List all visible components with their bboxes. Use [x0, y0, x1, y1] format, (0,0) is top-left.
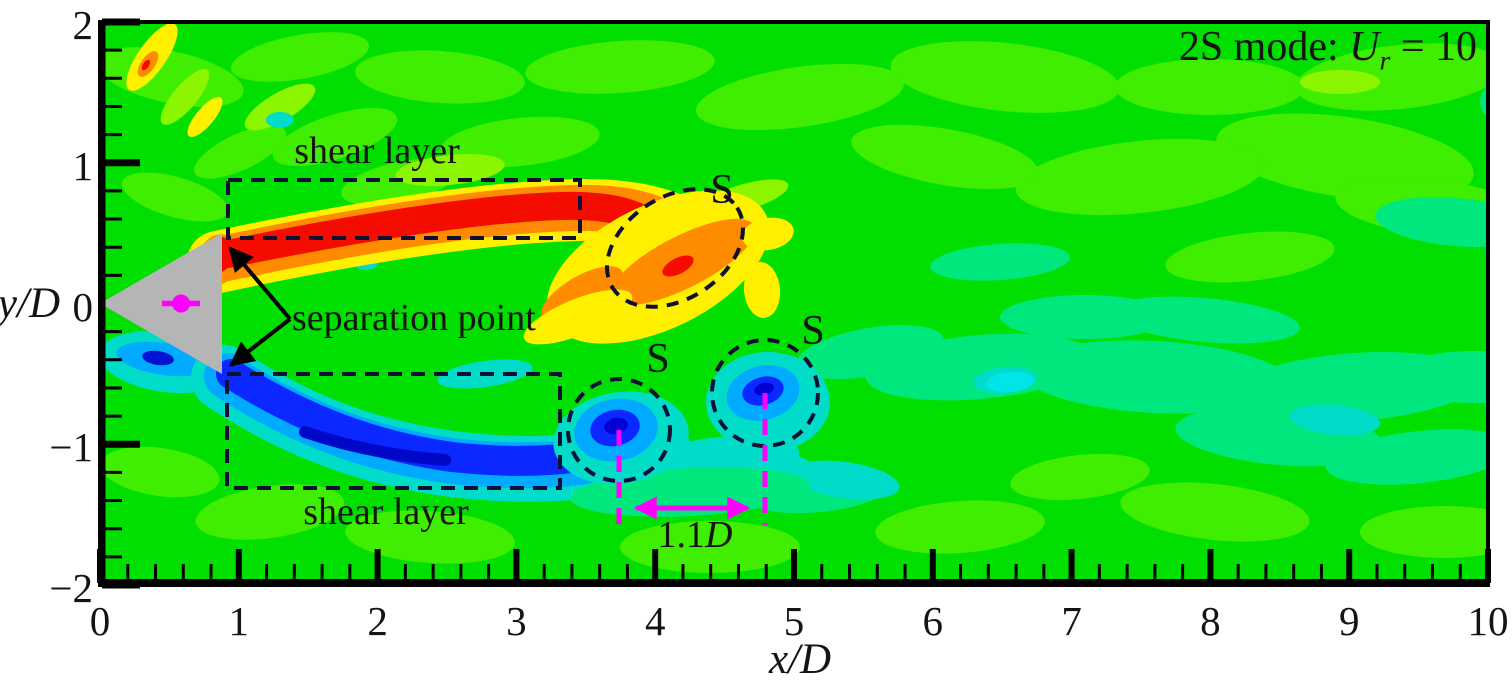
contour-patch [1110, 296, 1300, 344]
vortex-label-s-lower-2: S [801, 308, 825, 354]
contour-patch [796, 325, 944, 379]
mode-subscript: r [1379, 44, 1391, 76]
y-tick-label: 2 [72, 2, 94, 48]
contour-patch [851, 124, 1039, 190]
vortex-label-s-lower-1: S [646, 336, 670, 382]
vortex-circle-lower-2 [710, 338, 820, 448]
x-axis-label: x/D [768, 636, 832, 683]
y-tick-label: −1 [49, 424, 93, 471]
plot-area [100, 22, 1488, 585]
contour-patch [1010, 453, 1150, 501]
shear-layer-box-bottom [225, 372, 562, 490]
upper-shed-vortex [523, 190, 794, 345]
mode-suffix: = 10 [1390, 24, 1477, 70]
contour-patch [1015, 138, 1265, 216]
y-axis-label: y/D [0, 280, 60, 327]
contour-patch [355, 50, 525, 104]
y-tick-label: −2 [49, 565, 93, 611]
contour-patch [272, 107, 398, 167]
mode-prefix: 2S mode: [1178, 24, 1350, 70]
vortex-ellipse-upper [605, 187, 745, 309]
contour-patch [1115, 59, 1305, 115]
upper-left-streak [126, 23, 223, 138]
contour-patch [230, 32, 370, 82]
contour-patch [1165, 231, 1335, 283]
contour-patch [1020, 340, 1290, 414]
field-mottling [100, 32, 1488, 573]
contour-patch [890, 41, 1120, 113]
x-tick-label: 6 [922, 598, 944, 644]
contour-patch [121, 172, 229, 222]
contour-patch [875, 500, 1045, 554]
x-tick-label: 4 [644, 598, 666, 644]
contour-patch [695, 63, 905, 131]
contour-patch [1290, 404, 1380, 436]
spacing-value: 1.1 [657, 514, 706, 556]
contour-patch [930, 243, 1070, 281]
contour-patch [345, 510, 515, 564]
triangular-prism [100, 233, 222, 374]
shear-layer-box-top [226, 178, 582, 240]
x-tick-label: 10 [1467, 598, 1509, 644]
contour-patch [100, 446, 220, 498]
y-tick-label: 1 [72, 142, 94, 189]
contour-patch [244, 83, 316, 131]
vortex-circle-lower-1 [566, 377, 672, 483]
contour-patch [266, 112, 294, 128]
x-tick-label: 1 [228, 598, 250, 644]
contour-patch [194, 125, 286, 179]
contour-patch [1300, 70, 1380, 94]
contour-patch [395, 154, 505, 186]
x-tick-label: 9 [1338, 598, 1360, 644]
dashed-annotations [225, 178, 820, 490]
x-tick-label: 8 [1200, 598, 1221, 644]
contour-patch [1360, 506, 1488, 558]
contour-patch [1325, 429, 1488, 485]
separation-point-label: separation point [292, 297, 536, 339]
y-tick-label: 0 [72, 283, 94, 330]
x-tick-label: 2 [367, 598, 388, 644]
mode-variable: U [1349, 24, 1380, 70]
x-tick-label: 0 [89, 598, 111, 644]
x-tick-label: 5 [783, 598, 805, 644]
x-tick-label: 3 [506, 598, 527, 644]
shear-layer-label-bottom: shear layer [303, 491, 469, 533]
mode-label: 2S mode: Ur = 10 [1178, 24, 1477, 74]
shear-layer-label-top: shear layer [294, 130, 460, 172]
contour-patch [1120, 482, 1310, 542]
contour-patch [620, 521, 800, 573]
spacing-variable: D [705, 514, 733, 556]
vortex-spacing-annotation [616, 393, 768, 525]
separation-point-arrows [228, 246, 292, 367]
contour-patch [1375, 197, 1488, 247]
lower-shed-vortex-1 [553, 391, 810, 517]
contour-patch [1390, 351, 1488, 403]
contour-patch [1295, 43, 1488, 111]
x-tick-label: 7 [1061, 598, 1082, 644]
lower-shed-vortex-2 [706, 352, 830, 452]
vortex-label-s-upper: S [710, 167, 734, 213]
contour-patch [525, 40, 715, 94]
spacing-label: 1.1D [658, 516, 733, 554]
contour-patch [195, 484, 345, 540]
contour-patch [790, 460, 900, 500]
contour-patch [986, 371, 1034, 393]
body-center-marker [172, 294, 190, 313]
